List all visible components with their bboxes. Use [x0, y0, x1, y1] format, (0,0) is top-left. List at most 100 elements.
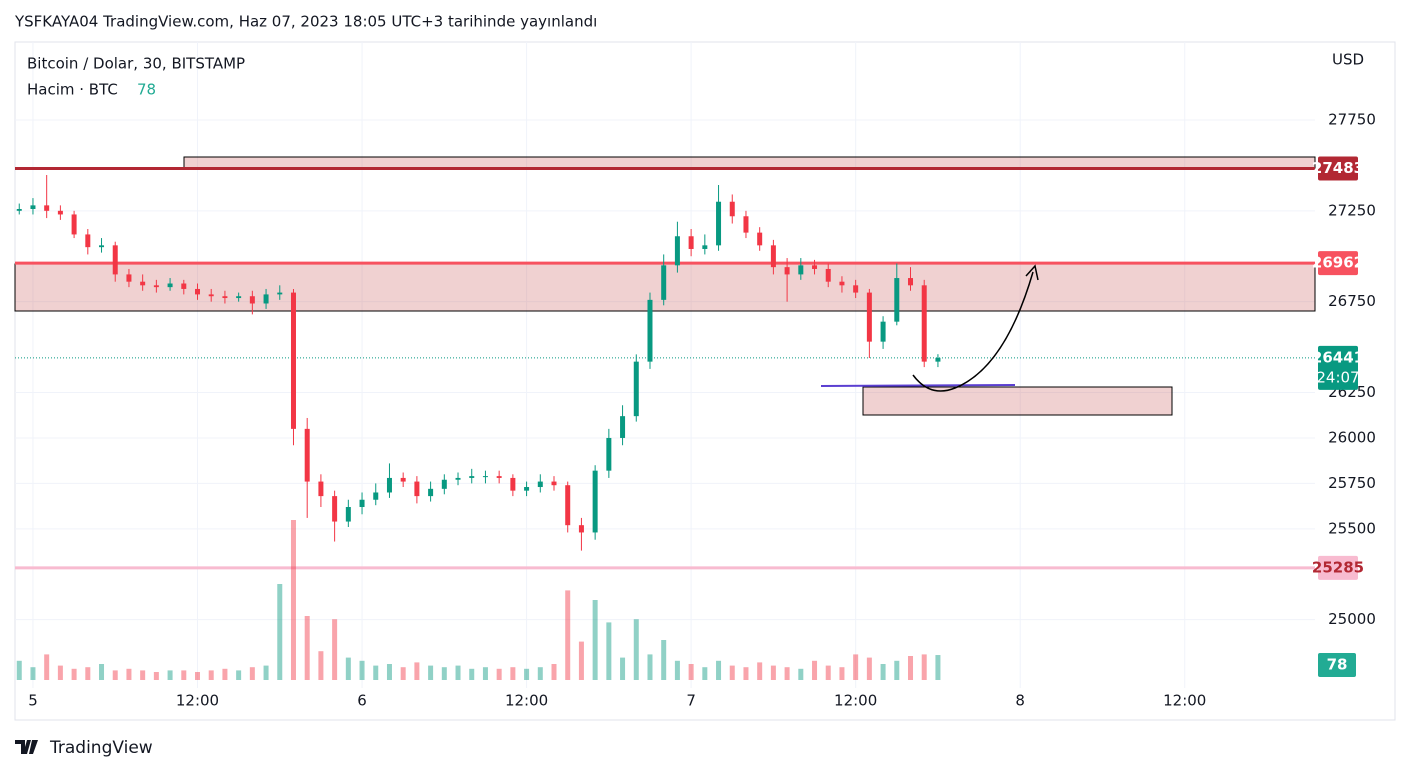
candle-body: [606, 437, 612, 471]
candle-body: [112, 245, 118, 275]
volume-bar: [729, 665, 735, 680]
volume-bar: [510, 667, 516, 680]
x-tick-label: 12:00: [176, 692, 219, 710]
candle-body: [428, 488, 434, 497]
y-tick-label: 26750: [1328, 292, 1376, 310]
volume-bar: [908, 656, 914, 680]
y-tick-label: 27250: [1328, 201, 1376, 219]
volume-bar: [620, 657, 626, 680]
volume-bar: [921, 654, 927, 680]
volume-bar: [537, 667, 543, 680]
volume-bar: [414, 662, 420, 680]
candle-body: [57, 210, 63, 215]
volume-bar: [935, 655, 941, 680]
volume-bar: [866, 657, 872, 680]
candle-body: [592, 470, 598, 533]
candle-body: [716, 201, 722, 246]
price-label: 27483: [1312, 159, 1364, 177]
volume-bar: [386, 664, 392, 680]
header: YSFKAYA04 TradingView.com, Haz 07, 2023 …: [14, 13, 597, 31]
price-label: 25285: [1312, 558, 1364, 576]
arrow-head: [1025, 264, 1039, 281]
volume-bar: [647, 654, 653, 680]
candle-body: [825, 268, 831, 282]
volume-bar: [894, 660, 900, 680]
candle-body: [647, 299, 653, 362]
y-tick-label: 26000: [1328, 428, 1376, 446]
candle-body: [798, 265, 804, 275]
candle-body: [140, 281, 146, 286]
candle-body: [880, 321, 886, 342]
volume-bar: [85, 667, 91, 680]
candle-body: [702, 245, 708, 249]
candle-body: [743, 216, 749, 233]
volume-bar: [236, 670, 242, 680]
currency: USD: [1332, 51, 1364, 69]
volume-bar: [441, 667, 447, 680]
volume-bar: [770, 665, 776, 680]
candle-body: [153, 285, 159, 288]
volume-bar: [153, 672, 159, 680]
volume-bar: [757, 662, 763, 680]
x-tick-label: 12:00: [1163, 692, 1206, 710]
volume-bar: [880, 664, 886, 680]
volume-bar: [290, 520, 296, 680]
candle-body: [482, 476, 488, 478]
volume-bar: [784, 667, 790, 680]
candle-body: [400, 477, 406, 482]
candle-body: [332, 496, 338, 522]
volume-bar: [565, 590, 571, 680]
arrow: [912, 271, 1034, 392]
x-tick-label: 12:00: [834, 692, 877, 710]
volume-label: Hacim · BTC: [27, 81, 118, 99]
footer: TradingView: [49, 738, 153, 758]
candle-body: [263, 294, 269, 304]
zone-box: [183, 156, 1316, 169]
x-tick-label: 7: [686, 692, 696, 710]
volume-bar: [112, 670, 118, 680]
candle-body: [71, 214, 77, 235]
volume-bar: [798, 668, 804, 680]
volume-bar: [524, 668, 530, 680]
volume-bar: [71, 668, 77, 680]
price-label-bg: [1318, 156, 1358, 181]
volume-bar: [578, 641, 584, 680]
x-tick-label: 12:00: [505, 692, 548, 710]
volume-bar: [839, 667, 845, 680]
candle-body: [208, 294, 214, 297]
volume-bar: [455, 665, 461, 680]
candle-body: [839, 281, 845, 286]
volume-bar: [304, 616, 310, 680]
price-label: 26962: [1312, 254, 1364, 272]
candle-body: [277, 292, 283, 295]
candle-body: [537, 481, 543, 488]
volume-bar: [263, 665, 269, 680]
candle-body: [578, 525, 584, 533]
candle-body: [386, 477, 392, 493]
candle-body: [195, 288, 201, 295]
volume-bar: [249, 667, 255, 680]
logo: [15, 740, 38, 754]
candle-body: [85, 234, 91, 248]
last-price-bg: [1318, 345, 1358, 390]
candle-body: [729, 201, 735, 217]
candle-body: [181, 283, 187, 289]
volume-bar: [428, 665, 434, 680]
volume-bar: [126, 668, 132, 680]
candle-body: [894, 278, 900, 322]
chart-title: Bitcoin / Dolar, 30, BITSTAMP: [27, 55, 245, 73]
candle-body: [935, 357, 941, 362]
candle-body: [359, 499, 365, 508]
volume-bar: [373, 665, 379, 680]
candle-body: [812, 265, 818, 269]
candle-body: [469, 476, 475, 478]
candle-body: [770, 245, 776, 268]
y-tick-label: 27750: [1328, 110, 1376, 128]
candle-body: [510, 477, 516, 491]
volume-bar: [400, 667, 406, 680]
candle-body: [688, 236, 694, 249]
volume-bar: [674, 660, 680, 680]
volume-bar: [716, 660, 722, 680]
volume-bar: [606, 622, 612, 680]
volume-bar: [195, 672, 201, 680]
